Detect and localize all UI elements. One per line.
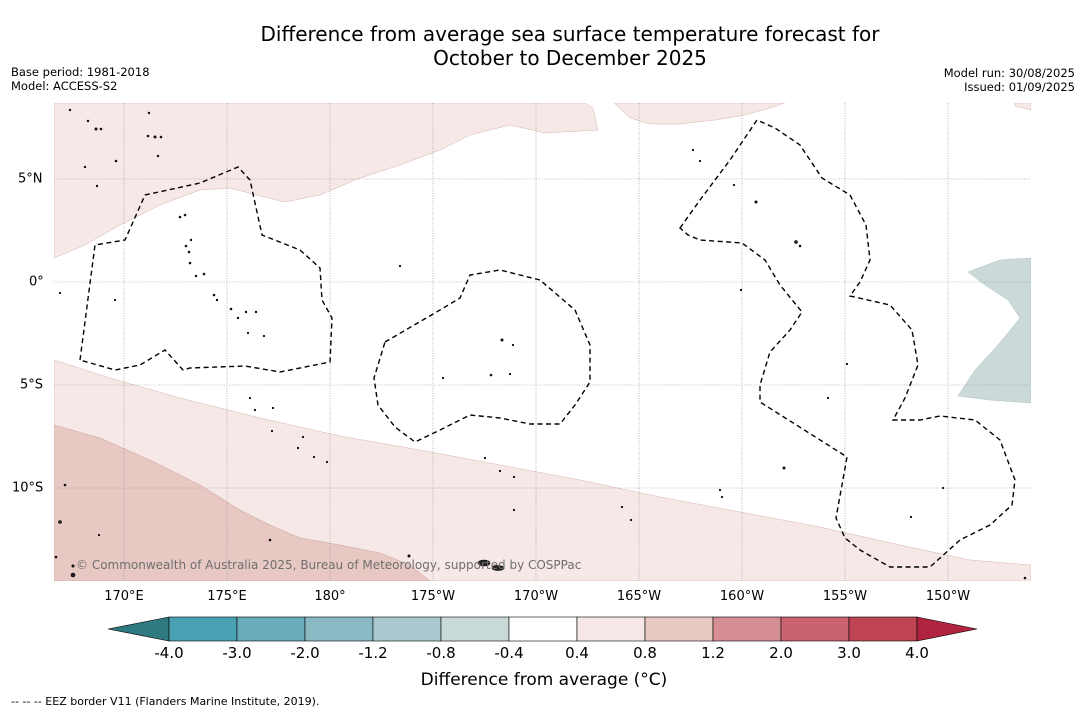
lon-label: 160°W (719, 589, 765, 604)
lon-label: 175°E (207, 589, 247, 604)
meta-left: Base period: 1981-2018 Model: ACCESS-S2 (11, 65, 150, 93)
chart-title: Difference from average sea surface temp… (0, 22, 1085, 70)
islands (54, 108, 1027, 580)
lon-label: 150°W (925, 589, 971, 604)
colorbar-segment (440, 616, 510, 642)
colorbar-segment (236, 616, 306, 642)
lat-label: 5°N (18, 171, 43, 187)
colorbar-tick: -2.0 (290, 644, 320, 662)
model-name: Model: ACCESS-S2 (11, 79, 118, 93)
lat-label: 0° (29, 274, 44, 290)
copyright-notice: © Commonwealth of Australia 2025, Bureau… (76, 558, 582, 572)
colorbar-tick: -4.0 (154, 644, 184, 662)
anomaly-region-0-8-south-west (54, 424, 431, 581)
colorbar-label: Difference from average (°C) (420, 670, 668, 690)
colorbar-segment (576, 616, 646, 642)
lat-label: 5°S (20, 377, 44, 393)
colorbar-arrow-low (107, 616, 170, 642)
colorbar (107, 616, 978, 642)
colorbar-segment (644, 616, 714, 642)
title-line-1: Difference from average sea surface temp… (260, 22, 880, 46)
lon-label: 165°W (616, 589, 662, 604)
anomaly-region-0-4-south (54, 359, 1031, 581)
colorbar-segment (508, 616, 578, 642)
lon-label: 155°W (822, 589, 868, 604)
lon-label: 175°W (410, 589, 456, 604)
model-run: Model run: 30/08/2025 (943, 66, 1075, 80)
colorbar-tick: -3.0 (222, 644, 252, 662)
meta-right: Model run: 30/08/2025 Issued: 01/09/2025 (944, 66, 1075, 94)
colorbar-segment (712, 616, 782, 642)
eez-line-islands (679, 119, 1016, 568)
anomaly-region-0-4-north (613, 103, 786, 125)
colorbar-tick: -0.8 (426, 644, 456, 662)
eez-borders (79, 119, 1016, 568)
lon-label: 170°W (513, 589, 559, 604)
issued-date: Issued: 01/09/2025 (964, 80, 1075, 94)
colorbar-segment (168, 616, 238, 642)
colorbar-segment (304, 616, 374, 642)
base-period: Base period: 1981-2018 (11, 65, 150, 79)
anomaly-region-0-4-north-east (1014, 103, 1031, 111)
colorbar-segment (780, 616, 850, 642)
eez-phoenix (373, 269, 591, 443)
lon-label: 170°E (104, 589, 144, 604)
graticule (54, 103, 1031, 581)
colorbar-arrow-high (916, 616, 978, 642)
title-line-2: October to December 2025 (433, 46, 707, 70)
anomaly-region-0-4-north-west (54, 103, 599, 259)
lat-label: 10°S (12, 480, 44, 496)
colorbar-tick: -1.2 (358, 644, 388, 662)
colorbar-tick: -0.4 (494, 644, 524, 662)
colorbar-tick: 1.2 (701, 644, 725, 662)
eez-footnote: -- -- -- EEZ border V11 (Flanders Marine… (11, 695, 320, 708)
colorbar-tick: 3.0 (837, 644, 861, 662)
colorbar-segment (372, 616, 442, 642)
colorbar-tick: 4.0 (905, 644, 929, 662)
colorbar-tick: 2.0 (769, 644, 793, 662)
colorbar-tick: 0.8 (633, 644, 657, 662)
anomaly-region-cool-east (957, 257, 1031, 404)
eez-tuvalu (79, 166, 333, 373)
lon-label: 180° (314, 589, 346, 604)
sst-anomaly-field (54, 103, 1031, 581)
colorbar-segment (848, 616, 918, 642)
colorbar-tick: 0.4 (565, 644, 589, 662)
